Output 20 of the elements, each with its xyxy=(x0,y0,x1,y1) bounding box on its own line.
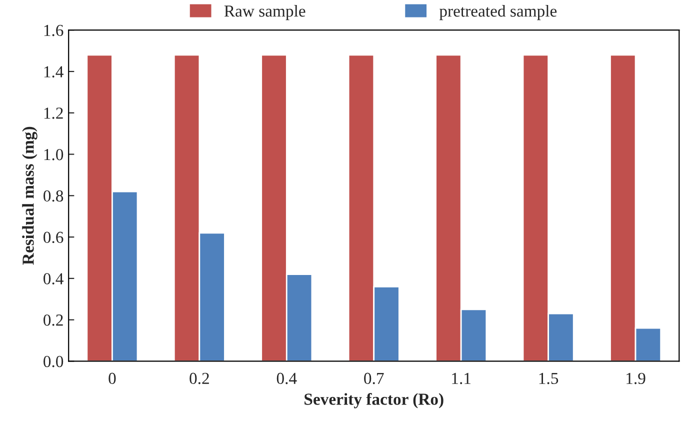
x-tick-label: 1.1 xyxy=(452,372,471,384)
y-tick-label: 0.4 xyxy=(44,273,64,284)
x-axis-title: Severity factor (Ro) xyxy=(304,392,444,408)
y-tick-label: 0.8 xyxy=(44,190,64,202)
y-tick-label: 1.4 xyxy=(44,66,64,78)
x-tick-label: 0.7 xyxy=(364,372,384,384)
y-tick-label: 0.0 xyxy=(44,356,64,368)
x-tick-label: 0.2 xyxy=(190,372,209,384)
x-tick-label: 0.4 xyxy=(276,372,297,384)
x-tick-label: 0 xyxy=(108,372,116,384)
y-tick-label: 0.6 xyxy=(44,232,64,244)
x-tick-label: 1.9 xyxy=(626,372,646,384)
legend-label: Raw sample xyxy=(224,4,306,20)
x-tick-label: 1.5 xyxy=(539,372,558,384)
y-tick-label: 0.2 xyxy=(44,314,63,326)
y-tick-label: 1.2 xyxy=(44,108,63,119)
y-axis-title: Residual mass (mg) xyxy=(22,126,38,265)
y-tick-label: 1.6 xyxy=(44,24,64,36)
legend-label: pretreated sample xyxy=(439,4,557,20)
y-tick-label: 1.0 xyxy=(44,148,64,160)
